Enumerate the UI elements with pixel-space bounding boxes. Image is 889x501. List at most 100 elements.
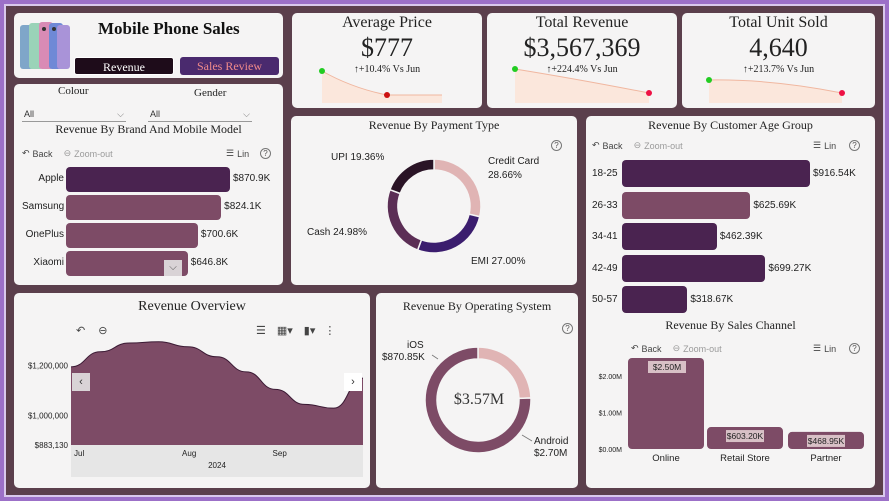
payment-label: Credit Card xyxy=(488,156,539,167)
help-icon[interactable]: ? xyxy=(551,140,562,151)
brand-label: OnePlus xyxy=(25,229,64,240)
revenue-area-chart: $1,200,000 $1,000,000 $883,130 Jul Aug Sep 202… xyxy=(28,341,364,477)
back-arrow-icon[interactable]: ↶ xyxy=(592,140,600,150)
more-options-icon[interactable]: ⋮ xyxy=(324,325,336,337)
x-axis-band xyxy=(71,445,363,477)
age-group-label: 34-41 xyxy=(592,231,618,242)
scroll-right-button[interactable]: › xyxy=(344,373,362,391)
kpi-average-price: Average Price $777 ↑+10.4% Vs Jun xyxy=(292,13,482,108)
gender-filter-value: All xyxy=(150,109,161,119)
list-icon[interactable]: ☰ xyxy=(813,343,822,353)
lin-toggle[interactable]: Lin xyxy=(824,140,837,151)
help-icon[interactable]: ? xyxy=(562,323,573,334)
payment-value-label: 28.66% xyxy=(488,170,522,181)
expand-icon[interactable]: ⌵ xyxy=(164,260,182,276)
os-value-label: $2.70M xyxy=(534,448,567,459)
gender-filter-dropdown[interactable]: All ⌵ xyxy=(148,106,252,122)
age-value-label: $916.54K xyxy=(813,168,856,179)
back-arrow-icon[interactable]: ↶ xyxy=(22,148,30,158)
sales-review-nav-button[interactable]: Sales Review xyxy=(180,57,279,75)
y-tick-label: $1,000,000 xyxy=(28,412,69,421)
payment-slice xyxy=(386,188,423,252)
channel-value-bg xyxy=(807,434,845,447)
channel-value-bg xyxy=(726,430,764,443)
kpi-delta: ↑+224.4% Vs Jun xyxy=(546,64,618,75)
colour-filter-label: Colour xyxy=(58,85,89,97)
back-arrow-icon[interactable]: ↶ xyxy=(631,343,639,353)
age-value-label: $625.69K xyxy=(753,199,797,211)
revenue-nav-button[interactable]: Revenue xyxy=(74,57,174,75)
kpi-value: 4,640 xyxy=(749,33,808,62)
chart-type-icon[interactable]: ▮▾ xyxy=(303,325,316,337)
channel-category-label: Retail Store xyxy=(720,453,770,464)
kpi-delta: ↑+213.7% Vs Jun xyxy=(742,64,815,75)
age-value-label: $462.39K xyxy=(719,231,763,242)
age-group-card: Revenue By Customer Age Group ↶ Back ⊖ Z… xyxy=(586,116,875,488)
y-tick-label: $1.00M xyxy=(599,411,623,418)
os-leader-line xyxy=(521,434,533,442)
age-bar xyxy=(622,160,810,187)
zoom-out-button[interactable]: Zoom-out xyxy=(74,148,113,159)
age-bar xyxy=(622,254,766,282)
revenue-area xyxy=(71,341,363,445)
payment-label: UPI 19.36% xyxy=(331,152,384,163)
kpi-sparkline xyxy=(512,66,652,103)
zoom-out-icon[interactable]: ⊖ xyxy=(672,343,681,353)
help-icon[interactable]: ? xyxy=(260,148,271,159)
zoom-out-button[interactable]: Zoom-out xyxy=(644,140,683,151)
list-icon[interactable]: ☰ xyxy=(226,148,235,158)
brand-chart-title: Revenue By Brand And Mobile Model xyxy=(55,122,242,136)
colour-filter-dropdown[interactable]: All ⌵ xyxy=(22,106,126,122)
kpi-sparkline xyxy=(706,77,845,103)
brand-value-label: $700.6K xyxy=(200,229,239,240)
kpi-value: $3,567,369 xyxy=(523,33,641,62)
back-button[interactable]: Back xyxy=(32,148,53,159)
zoom-out-button[interactable]: Zoom-out xyxy=(683,343,722,354)
payment-type-card: Revenue By Payment Type ? Credit Card 28.… xyxy=(291,116,577,285)
zoom-out-icon[interactable]: ⊖ xyxy=(63,148,72,158)
age-bar xyxy=(622,223,717,250)
kpi-title: Total Revenue xyxy=(535,14,629,31)
lin-toggle[interactable]: Lin xyxy=(237,148,250,159)
back-button[interactable]: Back xyxy=(641,343,662,354)
lin-toggle[interactable]: Lin xyxy=(824,343,837,354)
channel-category-label: Partner xyxy=(810,453,841,464)
os-label: iOS xyxy=(407,340,424,351)
age-group-label: 18-25 xyxy=(592,168,618,179)
list-icon[interactable]: ☰ xyxy=(256,325,266,337)
zoom-out-icon[interactable]: ⊖ xyxy=(633,140,642,150)
payment-label: Cash 24.98% xyxy=(307,227,367,238)
list-icon[interactable]: ☰ xyxy=(813,140,822,150)
revenue-overview-card: Revenue Overview ↶ ⊖ ☰ ▦▾ ▮▾ ⋮ $1,200,00… xyxy=(14,293,370,488)
kpi-total-units: Total Unit Sold 4,640 ↑+213.7% Vs Jun xyxy=(682,13,875,108)
payment-slice xyxy=(416,213,481,254)
page-title: Mobile Phone Sales xyxy=(98,19,240,38)
y-tick-label: $1,200,000 xyxy=(28,362,69,371)
channel-value-label: $2.50M xyxy=(653,362,681,372)
os-revenue-card: Revenue By Operating System ? iOS $870.85… xyxy=(376,293,578,488)
help-icon[interactable]: ? xyxy=(849,140,860,151)
help-icon[interactable]: ? xyxy=(849,343,860,354)
scroll-left-button[interactable]: ‹ xyxy=(72,373,90,391)
back-arrow-icon[interactable]: ↶ xyxy=(76,325,86,337)
channel-value-label: $468.95K xyxy=(808,436,845,446)
brand-value-label: $824.1K xyxy=(224,201,262,212)
calendar-icon[interactable]: ▦▾ xyxy=(276,325,293,337)
brand-value-label: $646.8K xyxy=(190,257,229,268)
age-chart-title: Revenue By Customer Age Group xyxy=(648,118,813,132)
brand-value-label: $870.9K xyxy=(233,173,271,184)
age-bar xyxy=(622,191,751,219)
x-tick-label: Jul xyxy=(74,449,84,458)
back-button[interactable]: Back xyxy=(602,140,623,151)
channel-value-label: $603.20K xyxy=(727,431,764,441)
chevron-down-icon: ⌵ xyxy=(117,109,124,119)
brand-bar xyxy=(66,223,198,248)
y-tick-label: $2.00M xyxy=(599,374,623,381)
age-group-label: 26-33 xyxy=(592,199,618,211)
age-group-label: 50-57 xyxy=(592,294,618,305)
brand-bar xyxy=(66,167,230,192)
overview-chart-title: Revenue Overview xyxy=(138,299,246,314)
payment-donut-chart: Credit Card 28.66% EMI 27.00% Cash 24.98% UP… xyxy=(307,152,539,267)
zoom-out-icon[interactable]: ⊖ xyxy=(98,325,108,337)
channel-value-bg xyxy=(648,361,686,373)
